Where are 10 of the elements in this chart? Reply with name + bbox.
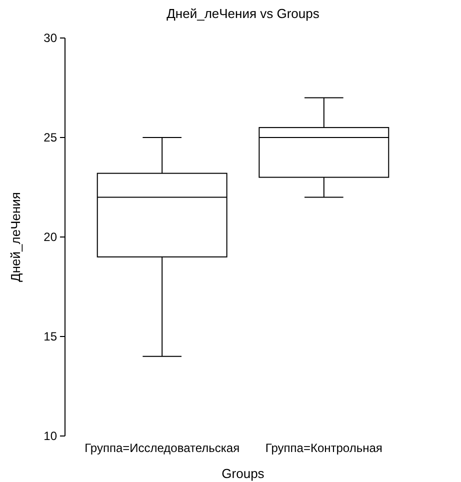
y-axis-title: Дней_леЧения (8, 192, 23, 282)
x-tick-label: Группа=Контрольная (265, 441, 382, 455)
x-axis-title: Groups (222, 466, 265, 481)
y-tick-label: 20 (44, 230, 58, 244)
y-tick-label: 30 (44, 31, 58, 46)
y-tick-label: 15 (44, 330, 58, 344)
y-tick-label: 25 (44, 130, 58, 145)
y-tick-label: 10 (44, 429, 58, 444)
chart-title: Дней_леЧения vs Groups (166, 6, 320, 21)
x-tick-label: Группа=Исследовательская (84, 441, 240, 455)
